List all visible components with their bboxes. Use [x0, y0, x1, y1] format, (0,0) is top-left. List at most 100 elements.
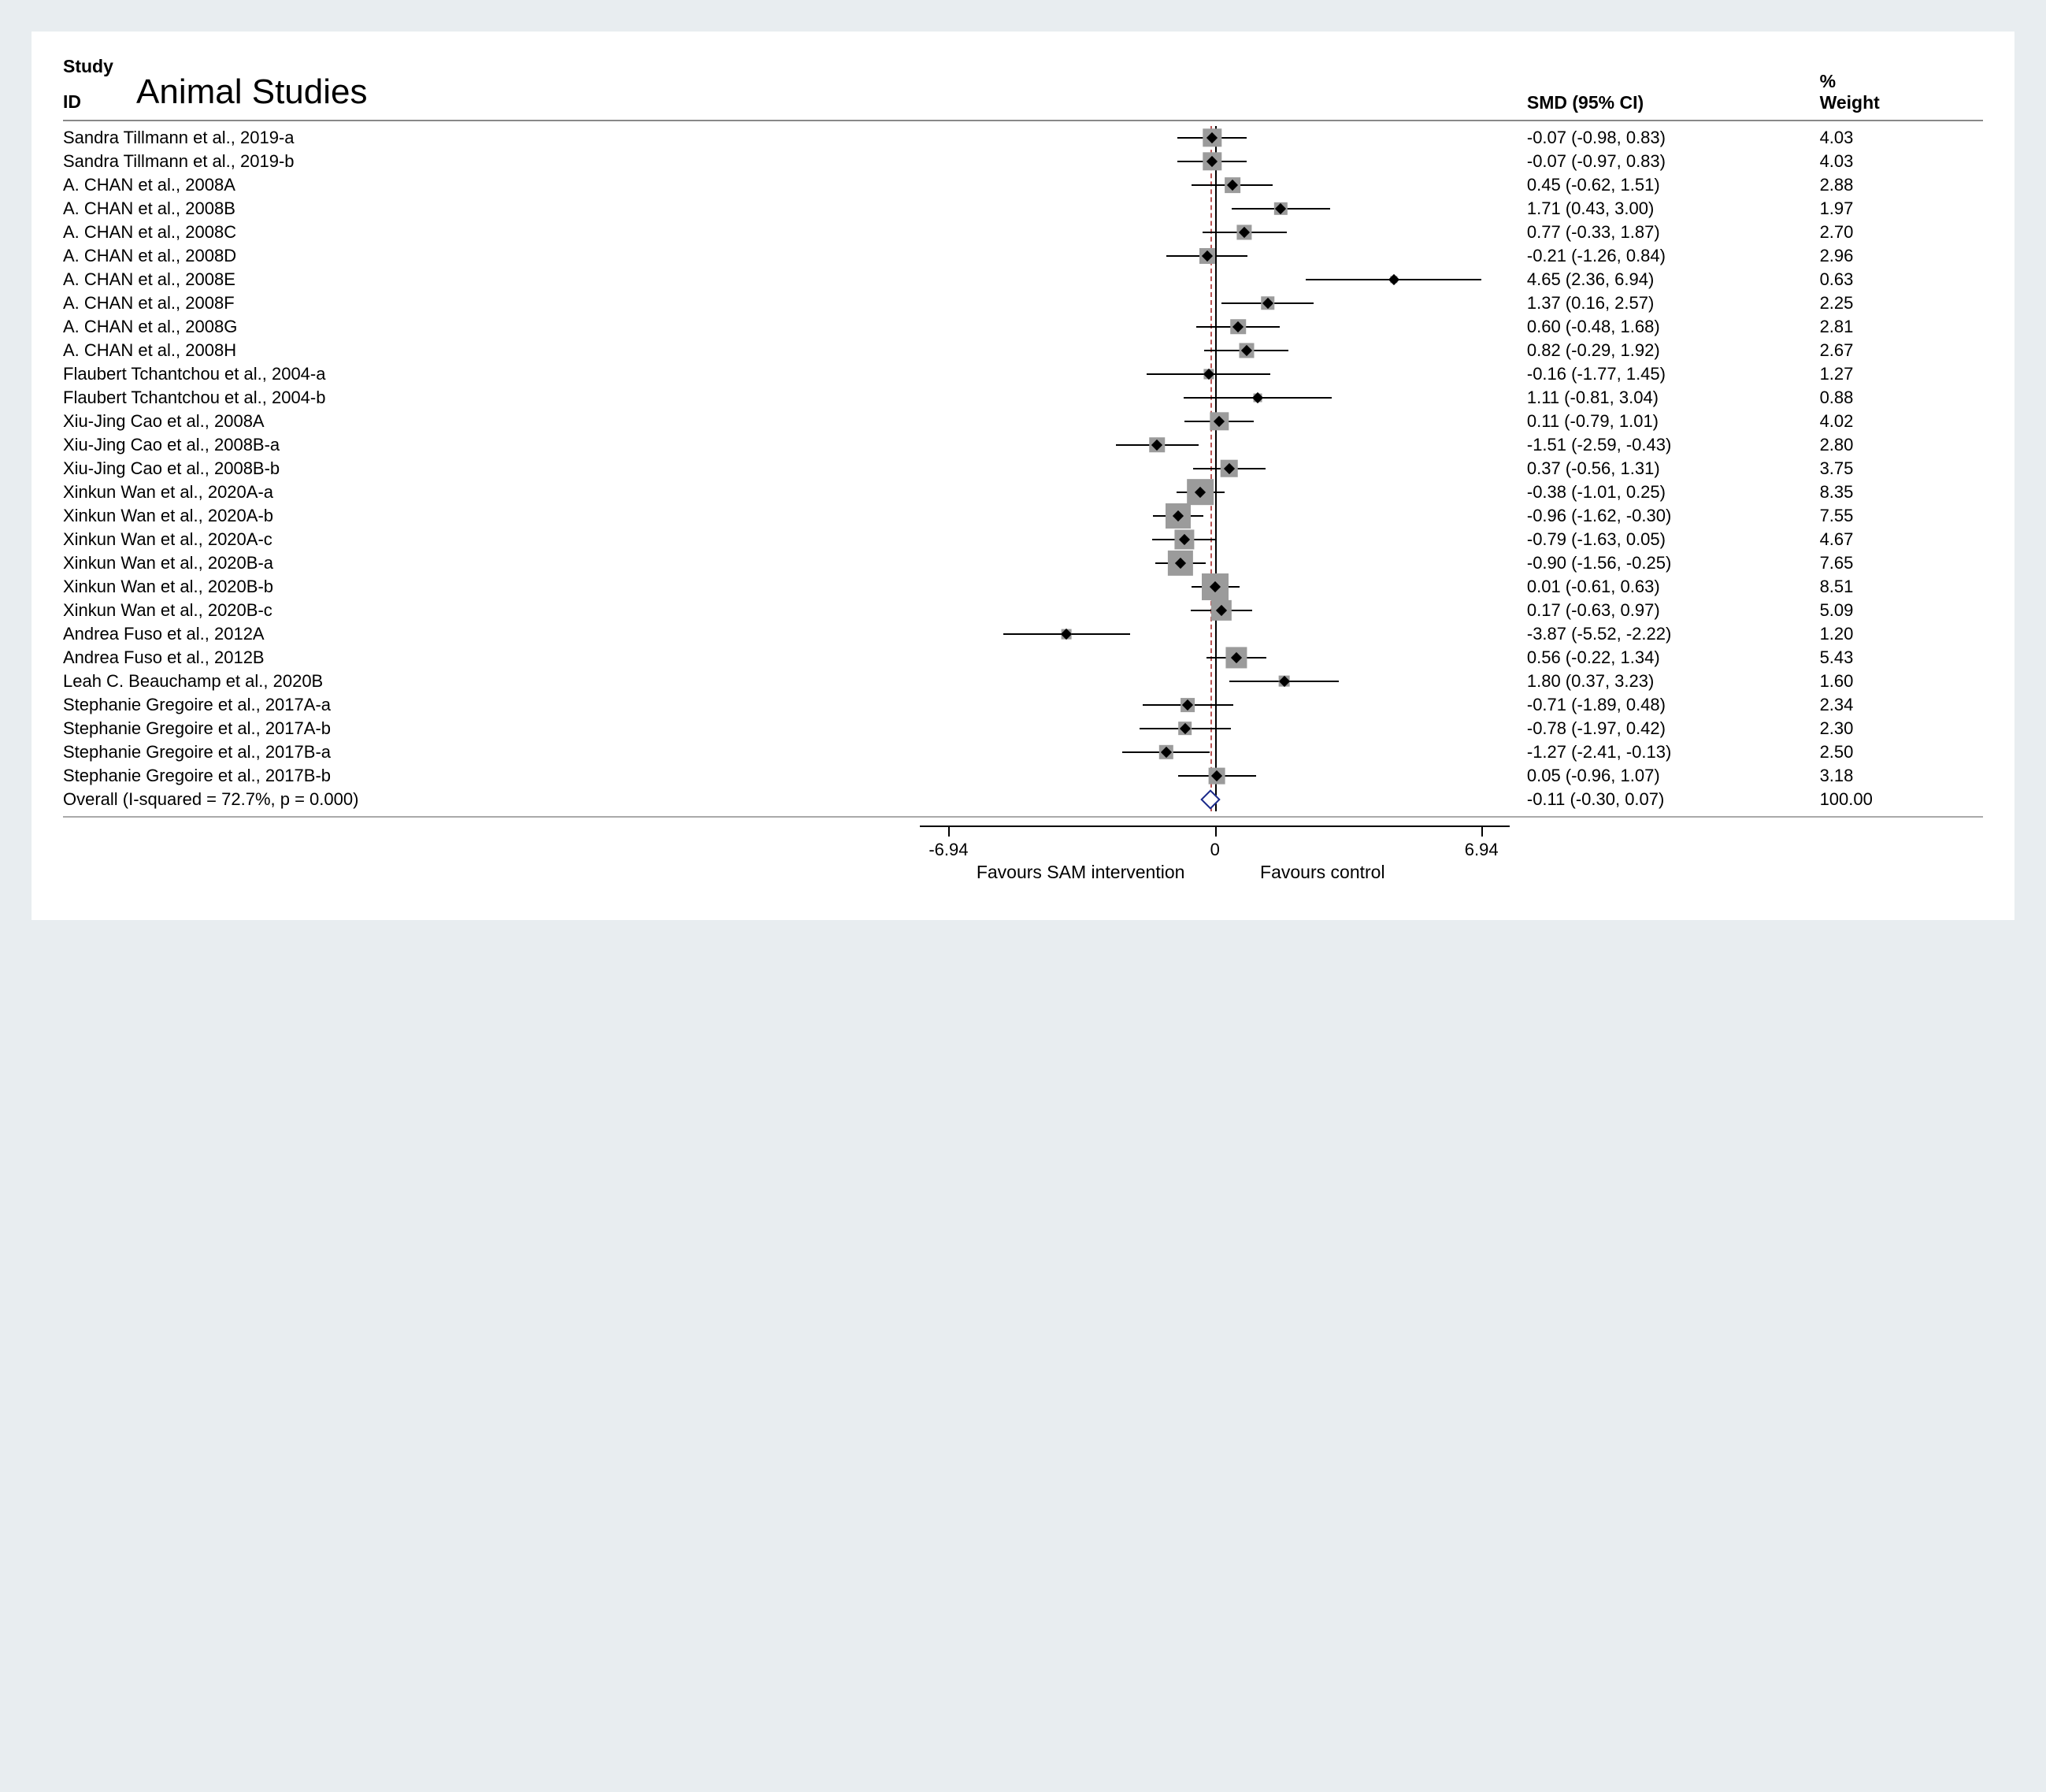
- divider-bottom: [63, 816, 1983, 818]
- study-name: Leah C. Beauchamp et al., 2020B: [63, 671, 908, 692]
- study-smd: -0.38 (-1.01, 0.25): [1522, 482, 1815, 503]
- study-weight: 2.81: [1815, 317, 1992, 337]
- study-row: A. CHAN et al., 2008B1.71 (0.43, 3.00)1.…: [63, 197, 1983, 221]
- axis-tick-label: -6.94: [928, 840, 968, 860]
- study-row: Xiu-Jing Cao et al., 2008A 0.11 (-0.79, 1…: [63, 410, 1983, 433]
- study-weight: 2.30: [1815, 718, 1992, 739]
- study-weight: 2.50: [1815, 742, 1992, 762]
- study-smd: 0.05 (-0.96, 1.07): [1522, 766, 1815, 786]
- study-smd: 0.37 (-0.56, 1.31): [1522, 458, 1815, 479]
- study-row: Flaubert Tchantchou et al., 2004-a-0.16 …: [63, 362, 1983, 386]
- header-smd-label: SMD (95% CI): [1522, 92, 1815, 113]
- study-weight: 8.51: [1815, 577, 1992, 597]
- study-weight: 3.75: [1815, 458, 1992, 479]
- study-weight: 5.09: [1815, 600, 1992, 621]
- study-smd: 0.82 (-0.29, 1.92): [1522, 340, 1815, 361]
- study-smd: -3.87 (-5.52, -2.22): [1522, 624, 1815, 644]
- study-smd: 0.01 (-0.61, 0.63): [1522, 577, 1815, 597]
- study-row: Sandra Tillmann et al., 2019-a -0.07 (-0.…: [63, 126, 1983, 150]
- study-row: Xinkun Wan et al., 2020A-c-0.79 (-1.63, …: [63, 528, 1983, 551]
- study-row: A. CHAN et al., 2008A0.45 (-0.62, 1.51)2…: [63, 173, 1983, 197]
- overall-row: Overall (I-squared = 72.7%, p = 0.000) -0…: [63, 788, 1983, 811]
- study-name: Xinkun Wan et al., 2020B-c: [63, 600, 908, 621]
- header-row: Study ID Animal Studies SMD (95% CI) % W…: [63, 55, 1983, 118]
- study-row: A. CHAN et al., 2008C0.77 (-0.33, 1.87)2…: [63, 221, 1983, 244]
- study-name: Andrea Fuso et al., 2012B: [63, 647, 908, 668]
- study-name: Flaubert Tchantchou et al., 2004-a: [63, 364, 908, 384]
- study-name: A. CHAN et al., 2008G: [63, 317, 908, 337]
- study-smd: 1.71 (0.43, 3.00): [1522, 198, 1815, 219]
- study-weight: 2.80: [1815, 435, 1992, 455]
- study-name: A. CHAN et al., 2008B: [63, 198, 908, 219]
- page-background: Study ID Animal Studies SMD (95% CI) % W…: [0, 0, 2046, 952]
- study-weight: 2.88: [1815, 175, 1992, 195]
- study-name: Xinkun Wan et al., 2020B-b: [63, 577, 908, 597]
- study-row: A. CHAN et al., 2008E4.65 (2.36, 6.94)0.…: [63, 268, 1983, 291]
- study-row: Andrea Fuso et al., 2012B0.56 (-0.22, 1.…: [63, 646, 1983, 670]
- study-smd: -0.71 (-1.89, 0.48): [1522, 695, 1815, 715]
- study-smd: -0.90 (-1.56, -0.25): [1522, 553, 1815, 573]
- study-smd: 0.11 (-0.79, 1.01): [1522, 411, 1815, 432]
- x-axis: -6.9406.94Favours SAM interventionFavour…: [908, 826, 1522, 889]
- study-smd: -0.07 (-0.98, 0.83): [1522, 128, 1815, 148]
- study-smd: 4.65 (2.36, 6.94): [1522, 269, 1815, 290]
- study-weight: 4.67: [1815, 529, 1992, 550]
- axis-tick-label: 0: [1210, 840, 1220, 860]
- overall-weight: 100.00: [1815, 789, 1992, 810]
- study-row: Xinkun Wan et al., 2020A-a-0.38 (-1.01, …: [63, 480, 1983, 504]
- forest-rows: Sandra Tillmann et al., 2019-a -0.07 (-0.…: [63, 126, 1983, 811]
- study-name: Stephanie Gregoire et al., 2017A-a: [63, 695, 908, 715]
- study-row: A. CHAN et al., 2008D-0.21 (-1.26, 0.84)…: [63, 244, 1983, 268]
- study-name: A. CHAN et al., 2008H: [63, 340, 908, 361]
- study-smd: -0.79 (-1.63, 0.05): [1522, 529, 1815, 550]
- study-weight: 5.43: [1815, 647, 1992, 668]
- axis-tick: [1215, 826, 1217, 837]
- study-row: Stephanie Gregoire et al., 2017A-a -0.71 …: [63, 693, 1983, 717]
- axis-tick: [948, 826, 950, 837]
- study-weight: 1.20: [1815, 624, 1992, 644]
- study-row: Xiu-Jing Cao et al., 2008B-b0.37 (-0.56,…: [63, 457, 1983, 480]
- axis-area: -6.9406.94Favours SAM interventionFavour…: [63, 826, 1983, 889]
- study-smd: -1.51 (-2.59, -0.43): [1522, 435, 1815, 455]
- header-study-col: Study ID Animal Studies: [63, 55, 908, 113]
- header-weight-col: % Weight: [1815, 71, 1992, 113]
- study-row: Andrea Fuso et al., 2012A-3.87 (-5.52, -…: [63, 622, 1983, 646]
- study-name: Sandra Tillmann et al., 2019-a: [63, 128, 908, 148]
- divider-top: [63, 120, 1983, 121]
- study-weight: 2.96: [1815, 246, 1992, 266]
- overall-label: Overall (I-squared = 72.7%, p = 0.000): [63, 789, 908, 810]
- forest-plot-panel: Study ID Animal Studies SMD (95% CI) % W…: [32, 32, 2014, 920]
- study-weight: 1.27: [1815, 364, 1992, 384]
- study-smd: 0.17 (-0.63, 0.97): [1522, 600, 1815, 621]
- study-smd: -0.96 (-1.62, -0.30): [1522, 506, 1815, 526]
- study-row: A. CHAN et al., 2008G0.60 (-0.48, 1.68)2…: [63, 315, 1983, 339]
- study-row: Sandra Tillmann et al., 2019-b-0.07 (-0.…: [63, 150, 1983, 173]
- study-weight: 2.25: [1815, 293, 1992, 314]
- study-smd: -0.78 (-1.97, 0.42): [1522, 718, 1815, 739]
- study-row: Xinkun Wan et al., 2020B-c 0.17 (-0.63, 0…: [63, 599, 1983, 622]
- study-smd: 0.77 (-0.33, 1.87): [1522, 222, 1815, 243]
- chart-title: Animal Studies: [136, 70, 367, 113]
- study-name: A. CHAN et al., 2008D: [63, 246, 908, 266]
- study-weight: 0.63: [1815, 269, 1992, 290]
- study-name: Xiu-Jing Cao et al., 2008B-a: [63, 435, 908, 455]
- study-weight: 1.97: [1815, 198, 1992, 219]
- study-weight: 2.67: [1815, 340, 1992, 361]
- study-smd: 1.11 (-0.81, 3.04): [1522, 388, 1815, 408]
- study-weight: 7.65: [1815, 553, 1992, 573]
- study-row: A. CHAN et al., 2008H0.82 (-0.29, 1.92)2…: [63, 339, 1983, 362]
- study-row: Flaubert Tchantchou et al., 2004-b 1.11 (…: [63, 386, 1983, 410]
- study-name: Stephanie Gregoire et al., 2017B-b: [63, 766, 908, 786]
- study-name: A. CHAN et al., 2008E: [63, 269, 908, 290]
- study-weight: 7.55: [1815, 506, 1992, 526]
- study-name: Xinkun Wan et al., 2020B-a: [63, 553, 908, 573]
- study-row: Xinkun Wan et al., 2020B-a -0.90 (-1.56, …: [63, 551, 1983, 575]
- study-name: Xiu-Jing Cao et al., 2008A: [63, 411, 908, 432]
- overall-smd: -0.11 (-0.30, 0.07): [1522, 789, 1815, 810]
- study-name: Sandra Tillmann et al., 2019-b: [63, 151, 908, 172]
- study-row: Leah C. Beauchamp et al., 2020B1.80 (0.3…: [63, 670, 1983, 693]
- study-name: A. CHAN et al., 2008F: [63, 293, 908, 314]
- study-name: Flaubert Tchantchou et al., 2004-b: [63, 388, 908, 408]
- favours-left-label: Favours SAM intervention: [977, 862, 1185, 883]
- study-smd: -1.27 (-2.41, -0.13): [1522, 742, 1815, 762]
